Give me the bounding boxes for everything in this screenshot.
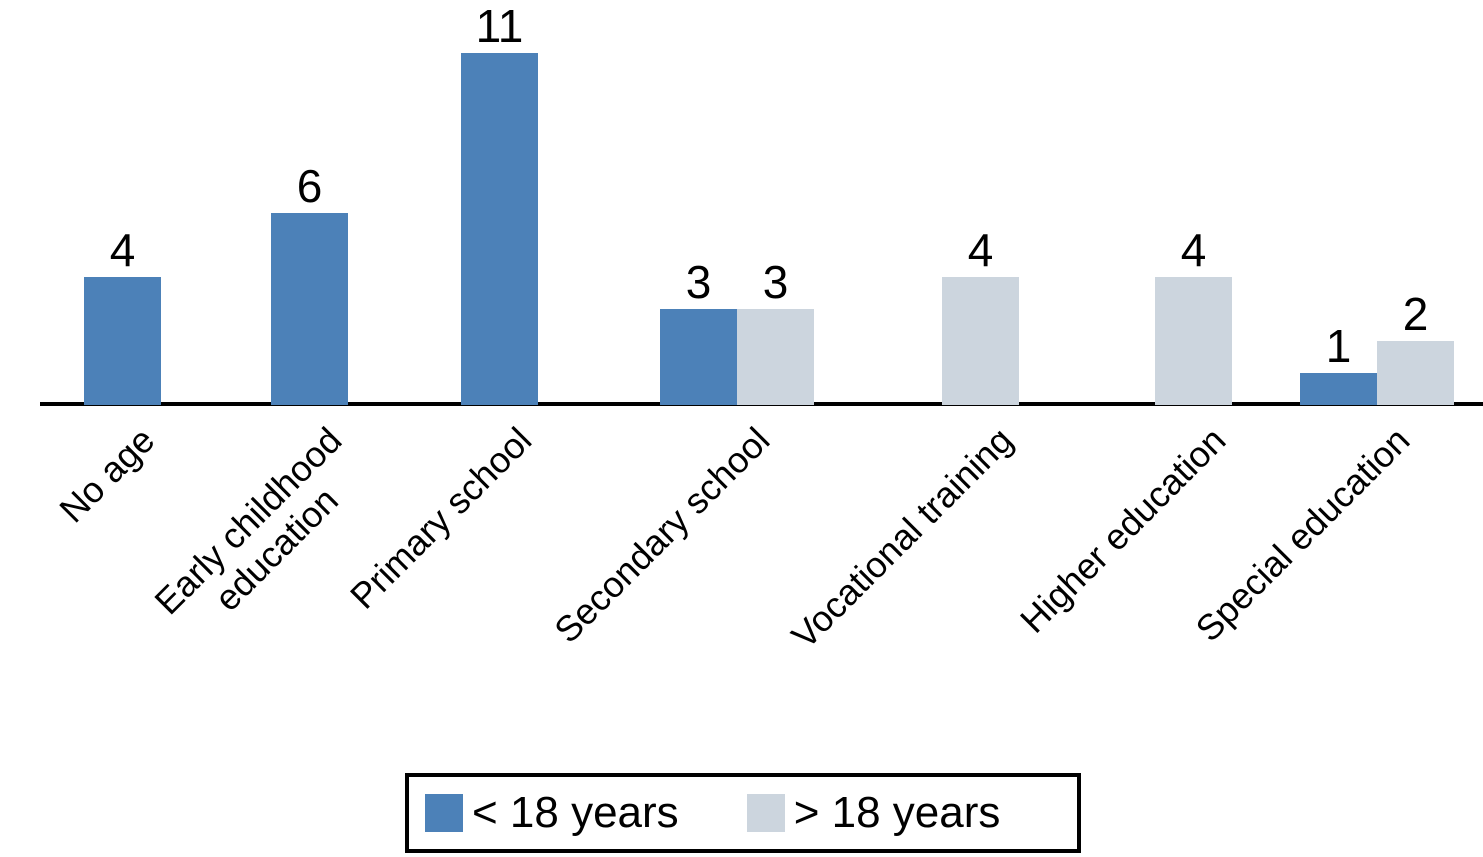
legend-swatch-under-18-icon bbox=[425, 794, 463, 832]
bar--18-years-vocational-training bbox=[942, 277, 1019, 405]
legend-label-under-18: < 18 years bbox=[472, 788, 679, 837]
x-tick-label-no-age: No age bbox=[51, 419, 163, 531]
legend-item-under-18: < 18 years bbox=[425, 791, 679, 835]
value-label-special-education-s1: 2 bbox=[1402, 288, 1429, 340]
legend: < 18 years > 18 years bbox=[405, 773, 1081, 853]
value-label-higher-education-s1: 4 bbox=[1180, 224, 1207, 276]
value-label-special-education-s0: 1 bbox=[1325, 320, 1352, 372]
legend-item-over-18: > 18 years bbox=[746, 788, 1001, 837]
bar--18-years-secondary-school bbox=[660, 309, 737, 405]
legend-label-over-18: > 18 years bbox=[793, 788, 1001, 837]
x-tick-label-line: No age bbox=[51, 419, 163, 531]
x-tick-label-primary-school: Primary school bbox=[342, 419, 540, 617]
x-tick-label-line: Vocational training bbox=[783, 419, 1021, 657]
value-label-no-age-s0: 4 bbox=[109, 224, 136, 276]
x-tick-label-secondary-school: Secondary school bbox=[545, 419, 778, 651]
bar--18-years-early-childhood-education bbox=[271, 213, 348, 405]
value-label-secondary-school-s0: 3 bbox=[685, 256, 712, 308]
value-label-primary-school-s0: 11 bbox=[475, 0, 524, 52]
bar--18-years-higher-education bbox=[1155, 277, 1232, 405]
value-label-early-childhood-education-s0: 6 bbox=[296, 160, 323, 212]
value-label-vocational-training-s1: 4 bbox=[967, 224, 994, 276]
x-tick-label-line: Primary school bbox=[342, 419, 540, 617]
x-tick-label-vocational-training: Vocational training bbox=[783, 419, 1021, 657]
bar--18-years-special-education bbox=[1377, 341, 1454, 405]
x-tick-label-line: Secondary school bbox=[545, 419, 778, 651]
legend-swatch-over-18-icon bbox=[746, 794, 785, 832]
bar--18-years-special-education bbox=[1300, 373, 1377, 405]
bar--18-years-no-age bbox=[84, 277, 161, 405]
value-label-secondary-school-s1: 3 bbox=[762, 256, 789, 308]
bar--18-years-primary-school bbox=[461, 53, 538, 405]
bar--18-years-secondary-school bbox=[737, 309, 814, 405]
x-tick-label-early-childhood-education: Early childhood education bbox=[147, 419, 378, 651]
